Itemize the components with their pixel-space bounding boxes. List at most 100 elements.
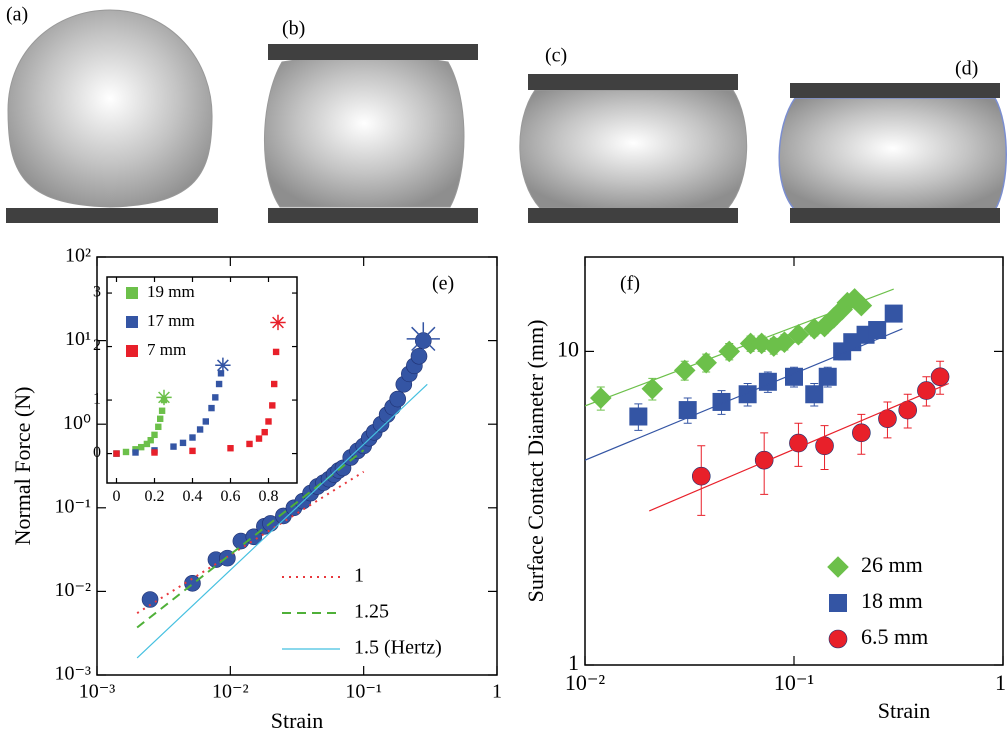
y-axis-title: Surface Contact Diameter (mm) xyxy=(523,320,548,603)
point xyxy=(629,407,648,426)
legend-label: 18 mm xyxy=(861,588,923,613)
x-axis-title: Strain xyxy=(271,708,324,733)
point xyxy=(179,439,187,447)
point xyxy=(589,387,612,409)
chart: 10⁻² 10⁻¹ 1 1 10 Strain Surface Contact Diamet… xyxy=(523,256,1006,723)
point xyxy=(227,445,234,452)
panel-label: (f) xyxy=(620,273,640,295)
plate xyxy=(268,208,478,223)
point xyxy=(143,440,151,448)
data-layer xyxy=(136,322,440,659)
point xyxy=(155,423,162,431)
point xyxy=(265,418,272,425)
point xyxy=(787,323,810,346)
point xyxy=(831,298,853,321)
point xyxy=(212,394,219,401)
point xyxy=(151,449,158,456)
point xyxy=(712,392,731,411)
point xyxy=(673,359,696,382)
plate xyxy=(528,74,738,90)
x-tick-label: 0 xyxy=(113,488,121,505)
legend-label: 17 mm xyxy=(147,311,195,330)
point xyxy=(868,321,887,340)
point xyxy=(215,380,223,388)
chart: 0 0.2 0.4 0.6 0.8 0 1 2 3 19 mm 17 mm 7 mm xyxy=(93,276,298,505)
point xyxy=(884,304,903,323)
point xyxy=(818,367,837,386)
star-point xyxy=(215,357,231,373)
point xyxy=(271,380,278,388)
plate xyxy=(790,83,1000,98)
x-tick-label: 0.2 xyxy=(145,488,165,505)
point xyxy=(410,347,428,365)
point xyxy=(850,294,873,317)
star-point xyxy=(156,389,172,406)
fit-line xyxy=(136,449,365,629)
point xyxy=(754,450,774,470)
legend-marker xyxy=(126,345,138,357)
point xyxy=(930,367,950,387)
point xyxy=(219,549,236,567)
x-tick-label: 10⁻³ xyxy=(79,681,116,703)
point xyxy=(822,306,845,329)
x-tick-label: 1 xyxy=(492,681,502,703)
y-tick-label: 1 xyxy=(93,391,101,408)
point xyxy=(170,443,177,450)
star-point xyxy=(406,322,440,356)
fit-line xyxy=(136,383,428,659)
plate xyxy=(528,208,738,223)
point xyxy=(641,377,664,400)
point xyxy=(189,447,196,455)
y-tick-label: 2 xyxy=(93,337,101,354)
point xyxy=(202,418,209,425)
point xyxy=(789,433,808,453)
legend-label: 1.25 xyxy=(354,601,389,623)
legend-label: 1 xyxy=(354,565,364,587)
plate xyxy=(6,208,218,223)
legend-marker xyxy=(828,629,848,649)
fit-line xyxy=(136,470,365,614)
y-tick-label: 10 xyxy=(557,336,579,361)
fit-line xyxy=(585,328,903,461)
point xyxy=(269,402,276,409)
x-tick-label: 10⁻² xyxy=(565,670,606,695)
point xyxy=(158,407,166,414)
point xyxy=(852,423,871,443)
point xyxy=(113,450,120,457)
legend-label: 19 mm xyxy=(147,282,195,301)
point xyxy=(217,370,225,377)
point xyxy=(189,434,196,441)
plot-frame xyxy=(584,256,1004,666)
data-layer xyxy=(585,288,950,516)
y-tick-label: 1 xyxy=(568,650,579,675)
point xyxy=(750,332,773,355)
legend-label: 6.5 mm xyxy=(861,624,928,649)
plate xyxy=(268,44,478,60)
point xyxy=(196,426,204,433)
legend-label: 26 mm xyxy=(861,552,923,577)
y-axis-title: Normal Force (N) xyxy=(10,387,35,546)
legend-label: 7 mm xyxy=(147,340,186,359)
x-tick-label: 10⁻¹ xyxy=(774,670,814,695)
y-tick-label: 10¹ xyxy=(65,328,91,350)
point xyxy=(138,443,145,451)
photo-panels: (a) (b) (c) (d) xyxy=(6,4,1007,223)
point xyxy=(813,315,836,338)
y-tick-label: 10² xyxy=(65,245,91,267)
x-tick-label: 0.8 xyxy=(259,488,279,505)
point xyxy=(208,404,215,412)
point xyxy=(695,351,717,374)
point xyxy=(272,348,280,356)
point xyxy=(151,431,158,439)
y-tick-label: 10⁻² xyxy=(54,579,91,601)
y-tick-label: 0 xyxy=(93,444,101,461)
point xyxy=(246,440,253,448)
panel-label: (b) xyxy=(282,18,305,40)
legend-label: 1.5 (Hertz) xyxy=(354,637,442,659)
point xyxy=(805,385,824,404)
x-tick-label: 10⁻¹ xyxy=(345,681,382,703)
y-tick-label: 10⁻³ xyxy=(54,663,91,685)
point xyxy=(132,446,139,453)
panel-label: (a) xyxy=(6,4,28,26)
x-tick-label: 10⁻² xyxy=(212,681,249,703)
